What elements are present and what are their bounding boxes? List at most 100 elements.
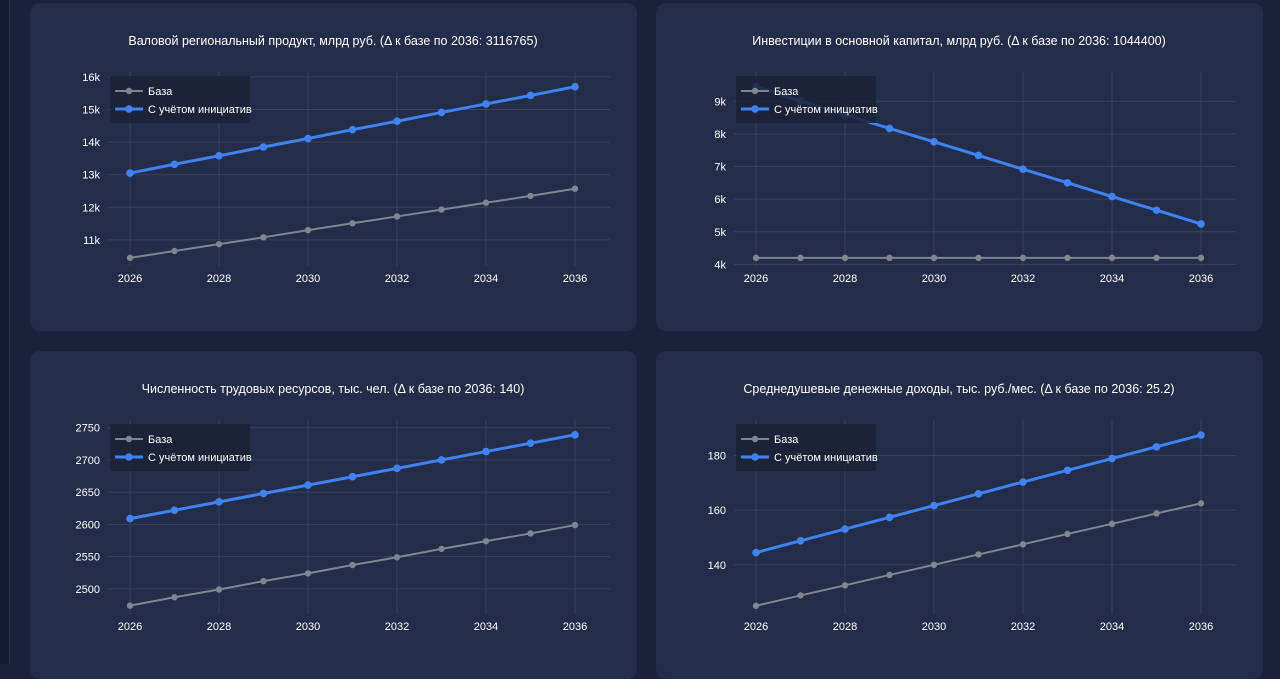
data-point-base (438, 545, 445, 553)
data-point-initiatives (170, 160, 179, 169)
x-tick-label: 2032 (1011, 273, 1035, 285)
data-point-initiatives (885, 124, 894, 133)
x-tick-label: 2030 (296, 621, 320, 633)
grp-chart: Валовой региональный продукт, млрд руб. … (82, 34, 610, 285)
y-tick-label: 8k (714, 129, 726, 141)
y-tick-label: 2550 (76, 552, 100, 564)
data-point-base (304, 570, 312, 577)
legend-marker-initiatives (125, 105, 133, 113)
x-tick-label: 2032 (1011, 621, 1035, 633)
y-tick-label: 15k (82, 104, 100, 116)
data-point-initiatives (526, 439, 535, 448)
legend-box (110, 424, 250, 471)
data-point-base (886, 254, 893, 262)
data-point-initiatives (393, 117, 401, 126)
data-point-initiatives (126, 169, 134, 177)
y-tick-label: 9k (714, 96, 726, 108)
data-point-base (438, 206, 445, 213)
x-tick-label: 2032 (385, 273, 409, 285)
data-point-base (482, 199, 490, 206)
x-tick-label: 2028 (207, 621, 231, 633)
chart-card-income: Среднедушевые денежные доходы, тыс. руб.… (656, 351, 1263, 679)
y-tick-label: 7k (714, 162, 726, 174)
data-point-initiatives (304, 134, 312, 143)
data-point-initiatives (1019, 165, 1027, 173)
data-point-base (1153, 510, 1160, 517)
investments-chart: Инвестиции в основной капитал, млрд руб.… (714, 34, 1236, 285)
data-point-initiatives (796, 536, 805, 545)
chart-title: Инвестиции в основной капитал, млрд руб.… (752, 34, 1166, 48)
data-point-base (1064, 530, 1071, 538)
y-tick-label: 2700 (76, 455, 100, 467)
data-point-base (797, 592, 804, 599)
x-tick-label: 2032 (385, 621, 409, 633)
y-tick-label: 2500 (76, 584, 100, 596)
data-point-base (1019, 254, 1027, 262)
data-point-initiatives (348, 472, 357, 481)
data-point-base (393, 213, 401, 220)
x-tick-label: 2026 (118, 273, 142, 285)
x-tick-label: 2030 (922, 273, 946, 285)
legend-label-base: База (774, 86, 799, 98)
data-point-base (349, 561, 356, 569)
data-point-base (527, 192, 534, 200)
y-tick-label: 12k (82, 202, 100, 214)
chart-title: Численность трудовых ресурсов, тыс. чел.… (142, 382, 525, 396)
legend-label-base: База (148, 86, 173, 98)
data-point-initiatives (259, 489, 268, 498)
left-sidebar-edge (0, 0, 10, 664)
data-point-base (1108, 520, 1116, 528)
data-point-base (571, 185, 579, 192)
data-point-base (886, 571, 893, 579)
data-point-base (260, 577, 267, 585)
data-point-base (215, 586, 223, 593)
legend-label-base: База (148, 434, 173, 446)
data-point-initiatives (1063, 466, 1072, 475)
data-point-base (1197, 254, 1205, 262)
data-point-base (482, 537, 490, 545)
chart-title: Валовой региональный продукт, млрд руб. … (128, 34, 537, 48)
data-point-base (975, 551, 982, 558)
y-tick-label: 2600 (76, 519, 100, 531)
y-tick-label: 2650 (76, 487, 100, 499)
data-point-initiatives (259, 143, 268, 151)
chart-card-investments: Инвестиции в основной капитал, млрд руб.… (656, 3, 1263, 331)
data-point-initiatives (437, 108, 446, 117)
x-tick-label: 2030 (296, 273, 320, 285)
data-point-initiatives (348, 125, 357, 134)
legend: База С учётом инициатив (110, 424, 252, 471)
data-point-initiatives (170, 506, 179, 515)
data-point-initiatives (482, 447, 490, 456)
data-point-base (260, 234, 267, 241)
data-point-base (841, 582, 849, 589)
data-point-base (797, 254, 804, 262)
data-point-base (304, 226, 312, 234)
data-point-base (171, 594, 178, 601)
x-tick-label: 2026 (118, 621, 142, 633)
data-point-base (752, 602, 760, 610)
x-tick-label: 2036 (1189, 273, 1213, 285)
data-point-initiatives (304, 481, 312, 489)
legend-marker-initiatives (125, 453, 133, 461)
y-tick-label: 13k (82, 170, 100, 182)
legend-label-initiatives: С учётом инициатив (148, 452, 252, 464)
data-point-base (527, 530, 534, 537)
data-point-initiatives (1152, 206, 1161, 215)
y-tick-label: 16k (82, 72, 100, 84)
x-tick-label: 2028 (833, 621, 857, 633)
data-point-initiatives (1197, 220, 1205, 228)
x-tick-label: 2026 (744, 621, 768, 633)
labor-chart: Численность трудовых ресурсов, тыс. чел.… (76, 382, 610, 633)
legend: База С учётом инициатив (736, 76, 878, 123)
data-point-base (393, 554, 401, 561)
legend-box (110, 76, 250, 123)
legend-box (736, 76, 876, 123)
data-point-initiatives (1197, 431, 1205, 439)
legend: База С учётом инициатив (110, 76, 252, 123)
data-point-initiatives (393, 464, 401, 473)
legend-marker-base (751, 435, 759, 443)
x-tick-label: 2034 (474, 273, 498, 285)
data-point-base (126, 254, 134, 262)
data-point-base (1064, 254, 1071, 262)
data-point-initiatives (930, 137, 938, 146)
